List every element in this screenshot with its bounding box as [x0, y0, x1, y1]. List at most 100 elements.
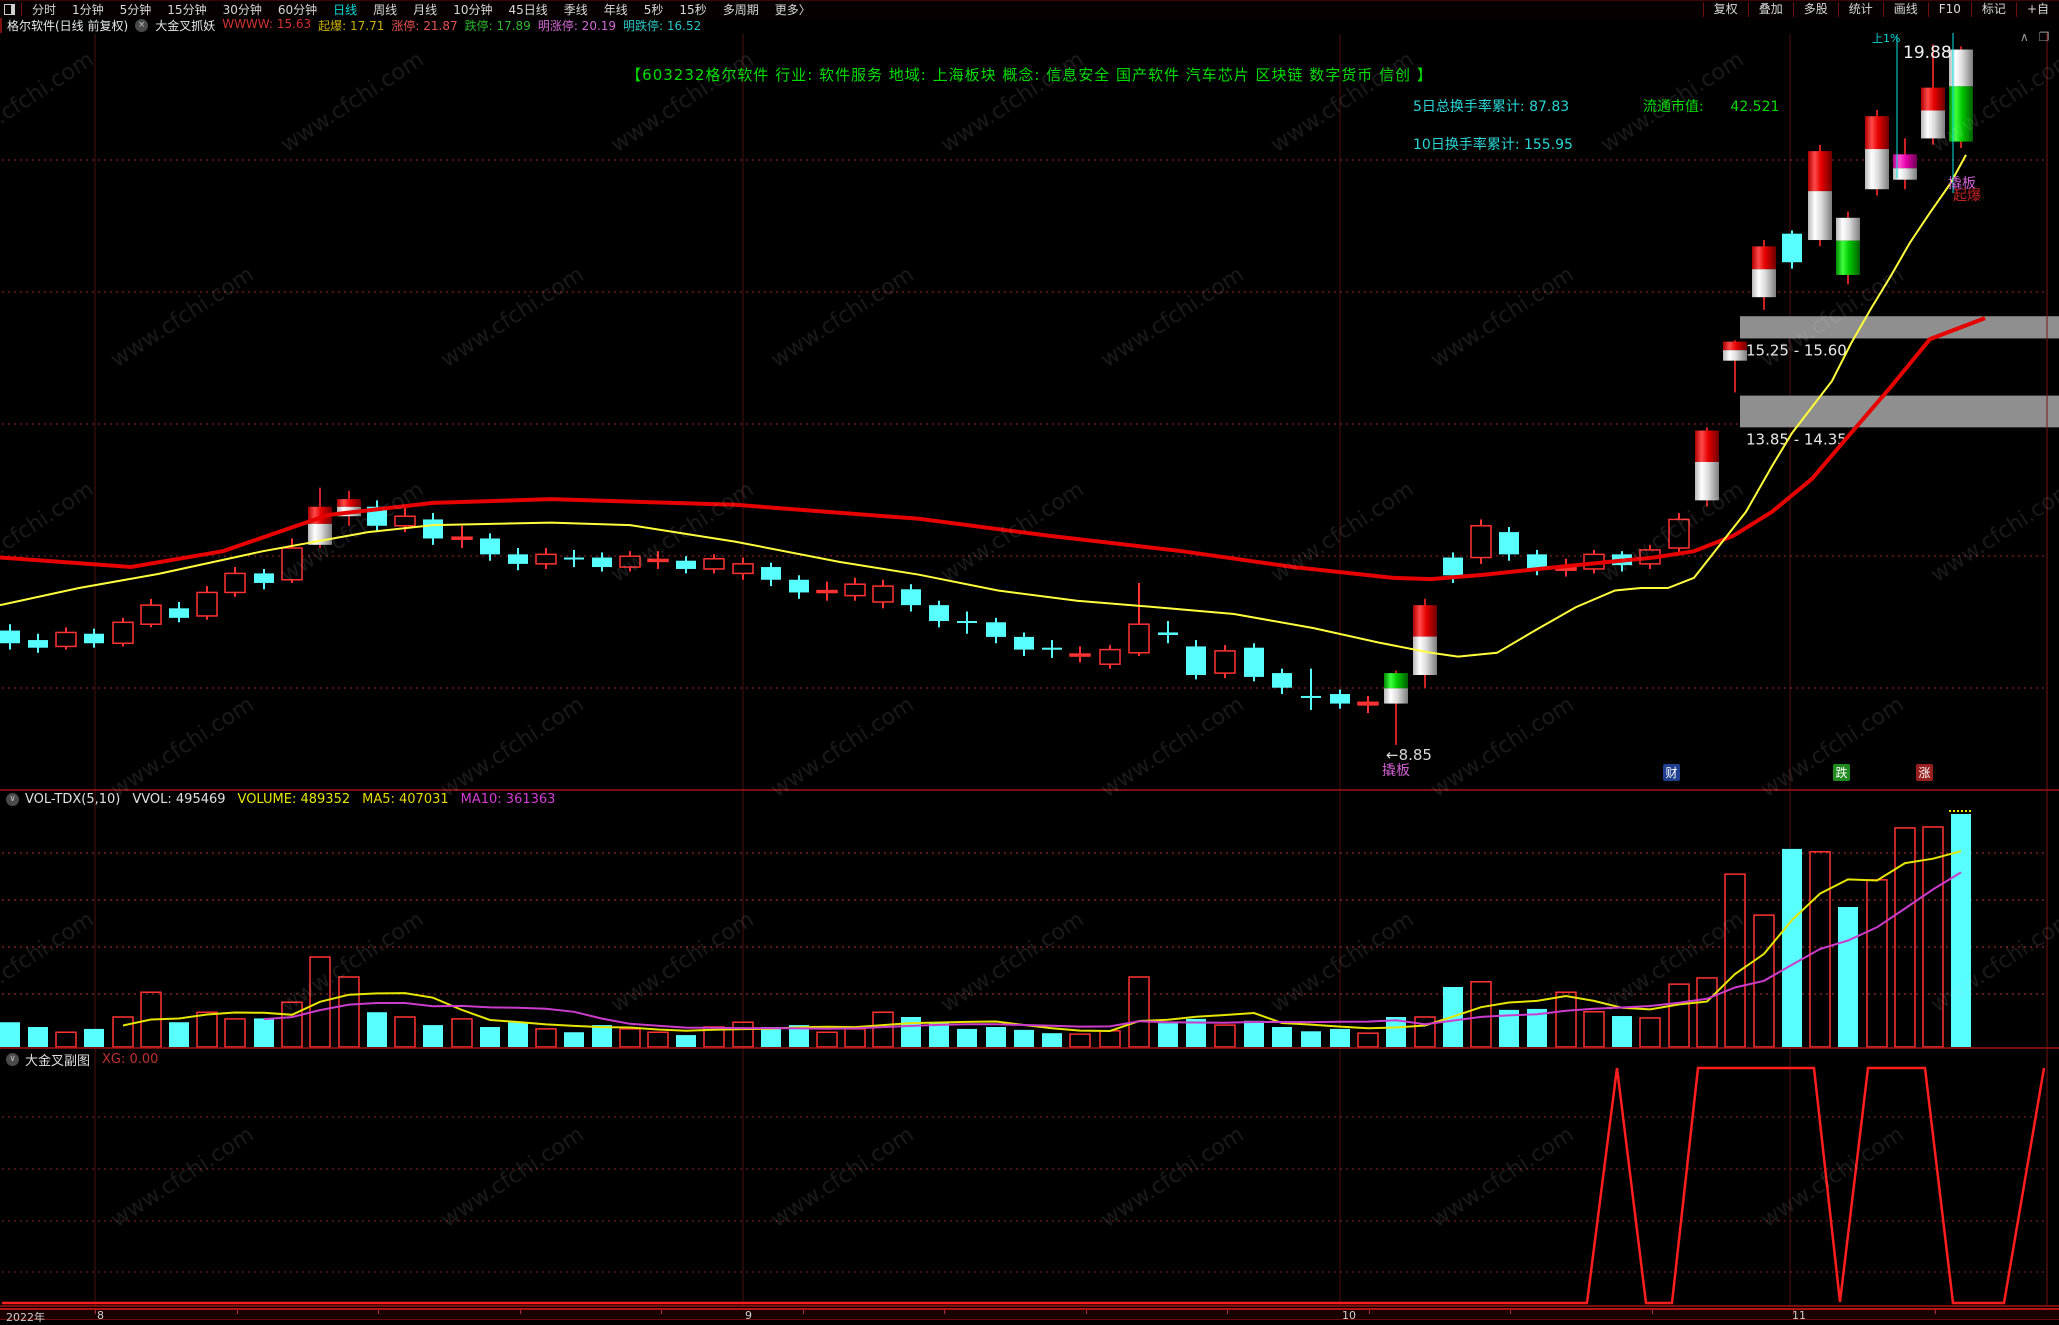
volume-bar	[1639, 1017, 1661, 1048]
candle-body	[1301, 695, 1321, 698]
candle-body-top	[1808, 151, 1832, 192]
candle-body	[0, 630, 20, 644]
period-tab[interactable]: 30分钟	[222, 3, 262, 17]
period-tab[interactable]: 15分钟	[167, 3, 207, 17]
candle-body-top	[1723, 341, 1747, 351]
volume-bar	[1782, 848, 1802, 1047]
period-tab[interactable]: 多周期	[722, 3, 759, 17]
period-tab[interactable]: 1分钟	[72, 3, 104, 17]
candle-body	[732, 563, 754, 575]
stock-title[interactable]: 格尔软件(日线 前复权)	[7, 19, 129, 33]
period-tab[interactable]: 10分钟	[453, 3, 493, 17]
toolbar-button[interactable]: +自	[2015, 2, 2059, 17]
volume-bar	[1555, 991, 1577, 1048]
indicator-name[interactable]: 大金叉抓妖	[155, 19, 216, 33]
candle-body	[592, 557, 612, 568]
volume-bar	[1186, 1018, 1206, 1047]
volume-pane-header: ∨ VOL-TDX(5,10) VVOL: 495469 VOLUME: 48935…	[6, 792, 567, 807]
candle-body	[1099, 648, 1121, 665]
axis-month-label: 9	[745, 1309, 752, 1322]
volume-bar	[196, 1011, 218, 1048]
period-tab[interactable]: 5分钟	[119, 3, 152, 17]
candle-body	[1186, 646, 1206, 675]
period-tab[interactable]: 分时	[32, 3, 57, 17]
toolbar-button[interactable]: 标记	[1970, 2, 2016, 17]
volume-ma5-line	[122, 850, 1962, 1033]
candle-body-top	[1695, 430, 1719, 462]
marker-badge	[1663, 764, 1680, 781]
candle-body	[1014, 636, 1034, 650]
candle-body-bottom	[1921, 110, 1945, 139]
candle-body	[1499, 532, 1519, 555]
collapse-signal-icon[interactable]: ∨	[6, 1053, 19, 1066]
indicator-close-icon[interactable]: ×	[135, 19, 149, 32]
volume-bar	[789, 1025, 809, 1047]
candle-body	[55, 631, 77, 648]
marker-badge-text: 跌	[1835, 765, 1847, 780]
volume-bar	[1214, 1024, 1236, 1048]
pane-header-text: XG: 0.00	[102, 1052, 159, 1067]
candle-body	[929, 605, 949, 622]
ma-red-line	[0, 316, 1986, 582]
candle-body	[224, 572, 246, 594]
chevron-up-icon[interactable]: ∧	[2020, 30, 2029, 44]
candle-body	[1330, 694, 1350, 704]
volume-bar	[1014, 1029, 1034, 1047]
period-tab[interactable]: 更多〉	[774, 3, 811, 17]
stock-concept-header: 【603232格尔软件 行业: 软件服务 地域: 上海板块 概念: 信息安全 国…	[626, 66, 1433, 84]
period-tab[interactable]: 60分钟	[277, 3, 318, 17]
volume-bar	[1386, 1017, 1406, 1047]
toolbar-button[interactable]: 统计	[1837, 2, 1883, 17]
toolbar-button[interactable]: F10	[1927, 2, 1971, 17]
volume-bar	[1414, 1016, 1436, 1048]
volume-bar	[224, 1018, 246, 1048]
candle-body	[761, 567, 781, 580]
volume-bar	[309, 956, 331, 1048]
candle-body-bottom	[1384, 688, 1408, 704]
toolbar-button[interactable]: 画线	[1882, 2, 1928, 17]
volume-bar	[1069, 1033, 1091, 1048]
pane-header-text: 大金叉副图	[25, 1054, 91, 1069]
collapse-volume-icon[interactable]: ∨	[6, 793, 19, 806]
volume-bar	[761, 1027, 781, 1047]
volume-bar	[1499, 1009, 1519, 1047]
period-tab[interactable]: 45日线	[508, 3, 548, 17]
axis-tick	[1935, 1310, 1936, 1314]
window-restore-icon[interactable]: ❐	[2038, 30, 2050, 44]
volume-bar	[1809, 851, 1831, 1048]
candle-body-top	[1752, 246, 1776, 270]
x-axis[interactable]: 2022年 8 9 10 11	[0, 1308, 2059, 1324]
chart-annotation: 起爆	[1953, 188, 1981, 204]
period-tab[interactable]: 月线	[413, 3, 438, 17]
volume-bar	[1301, 1031, 1321, 1047]
axis-tick	[95, 1310, 96, 1314]
period-tab[interactable]: 日线	[333, 3, 358, 17]
volume-bar	[281, 1001, 303, 1048]
period-tab[interactable]: 15秒	[679, 3, 707, 17]
period-tab[interactable]: 5秒	[643, 3, 664, 17]
candle-body-bottom	[1723, 350, 1747, 361]
volume-ma10-line	[263, 871, 1962, 1030]
candle-body	[112, 621, 134, 644]
window-menu-icon[interactable]	[4, 4, 15, 15]
period-tab[interactable]: 周线	[373, 3, 398, 17]
axis-tick	[803, 1310, 804, 1314]
volume-bar	[1922, 826, 1944, 1048]
volume-bar	[901, 1017, 921, 1047]
candle-body-top	[1384, 673, 1408, 689]
axis-month-label: 8	[97, 1309, 104, 1322]
axis-tick	[378, 1310, 379, 1314]
period-tab[interactable]: 季线	[563, 3, 588, 17]
toolbar-button[interactable]: 多股	[1792, 2, 1838, 17]
volume-bar	[1527, 1008, 1547, 1047]
volume-bar	[0, 1022, 20, 1047]
period-tab[interactable]: 年线	[603, 3, 628, 17]
pane-header-text: VOLUME: 489352	[237, 792, 351, 807]
candle-body-top	[1921, 87, 1945, 111]
candle-body-bottom	[1836, 240, 1860, 275]
volume-bar	[1099, 1030, 1121, 1048]
toolbar-button[interactable]: 复权	[1702, 2, 1748, 17]
toolbar-button[interactable]: 叠加	[1747, 2, 1793, 17]
